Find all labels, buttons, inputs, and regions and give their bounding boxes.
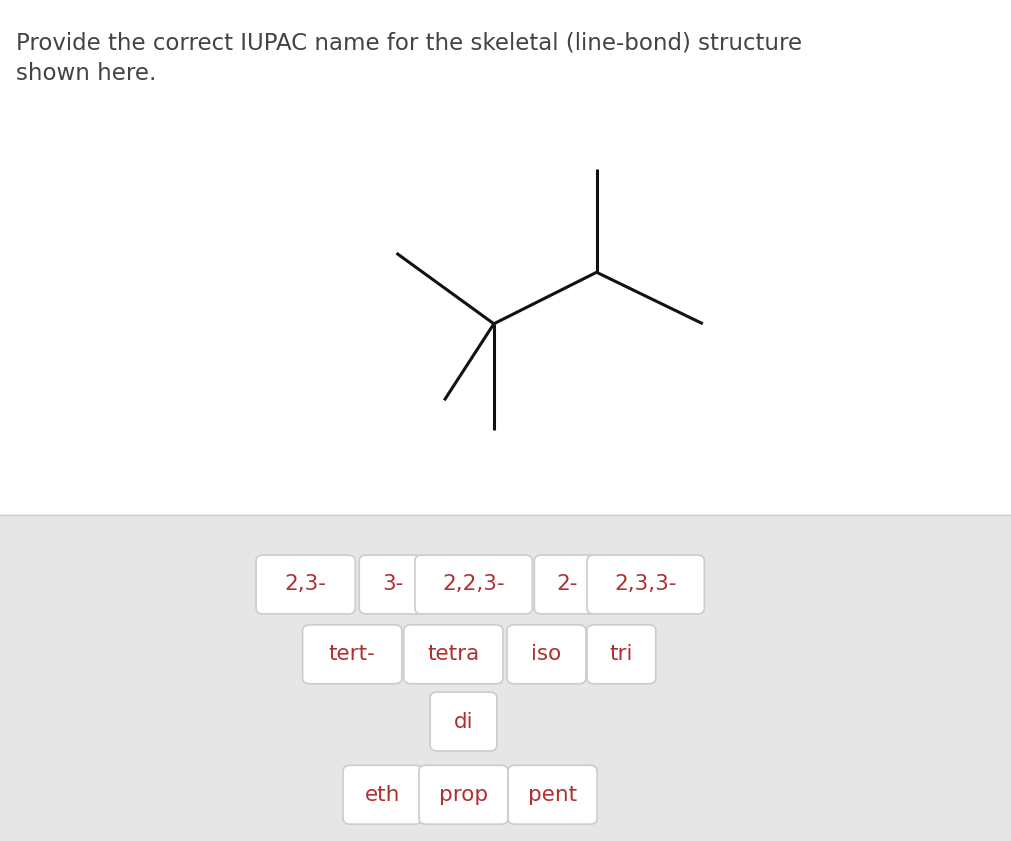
Bar [0,0,1011,515]
Text: 2-: 2- [555,574,577,595]
Text: pent: pent [528,785,576,805]
FancyBboxPatch shape [507,625,585,684]
FancyBboxPatch shape [586,625,655,684]
Bar [0,515,1011,841]
FancyBboxPatch shape [419,765,508,824]
Text: iso: iso [531,644,561,664]
FancyBboxPatch shape [256,555,355,614]
Text: 3-: 3- [382,574,402,595]
Text: 2,3,3-: 2,3,3- [614,574,676,595]
FancyBboxPatch shape [586,555,704,614]
Text: prop: prop [439,785,487,805]
Text: Provide the correct IUPAC name for the skeletal (line-bond) structure
shown here: Provide the correct IUPAC name for the s… [16,31,802,85]
FancyBboxPatch shape [359,555,426,614]
FancyBboxPatch shape [403,625,502,684]
FancyBboxPatch shape [343,765,422,824]
FancyBboxPatch shape [415,555,532,614]
Text: tri: tri [609,644,633,664]
Text: di: di [453,711,473,732]
Text: eth: eth [365,785,399,805]
FancyBboxPatch shape [508,765,596,824]
Text: 2,3-: 2,3- [284,574,327,595]
Text: tetra: tetra [427,644,479,664]
FancyBboxPatch shape [302,625,401,684]
Text: tert-: tert- [329,644,375,664]
Text: 2,2,3-: 2,2,3- [442,574,504,595]
FancyBboxPatch shape [534,555,599,614]
FancyBboxPatch shape [430,692,496,751]
